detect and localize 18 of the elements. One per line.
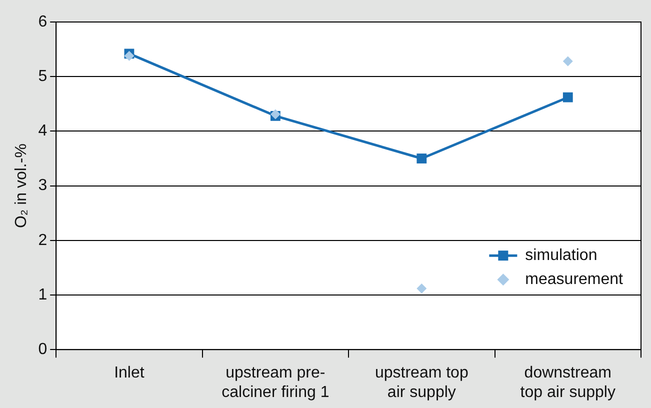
legend-label: measurement <box>525 271 624 288</box>
y-tick-label: 5 <box>38 68 48 86</box>
y-tick-label: 6 <box>38 13 48 30</box>
y-tick-label: 3 <box>38 177 48 194</box>
legend-label: simulation <box>525 247 598 264</box>
x-tick-label: upstream pre-calciner firing 1 <box>222 364 330 401</box>
y-tick-label: 4 <box>38 122 48 140</box>
point <box>562 56 573 66</box>
point <box>562 92 573 102</box>
y-tick-label: 2 <box>38 232 48 249</box>
x-tick-label: downstream top air supply <box>520 364 616 401</box>
y-tick-label: 0 <box>38 341 48 358</box>
y-tick-label: 1 <box>38 286 48 304</box>
x-tick-label: Inlet <box>114 364 145 382</box>
x-tick-label: upstream top air supply <box>374 364 468 401</box>
y-axis-title: O₂ in vol.-% <box>13 144 30 228</box>
point <box>416 283 427 294</box>
point <box>416 154 427 164</box>
